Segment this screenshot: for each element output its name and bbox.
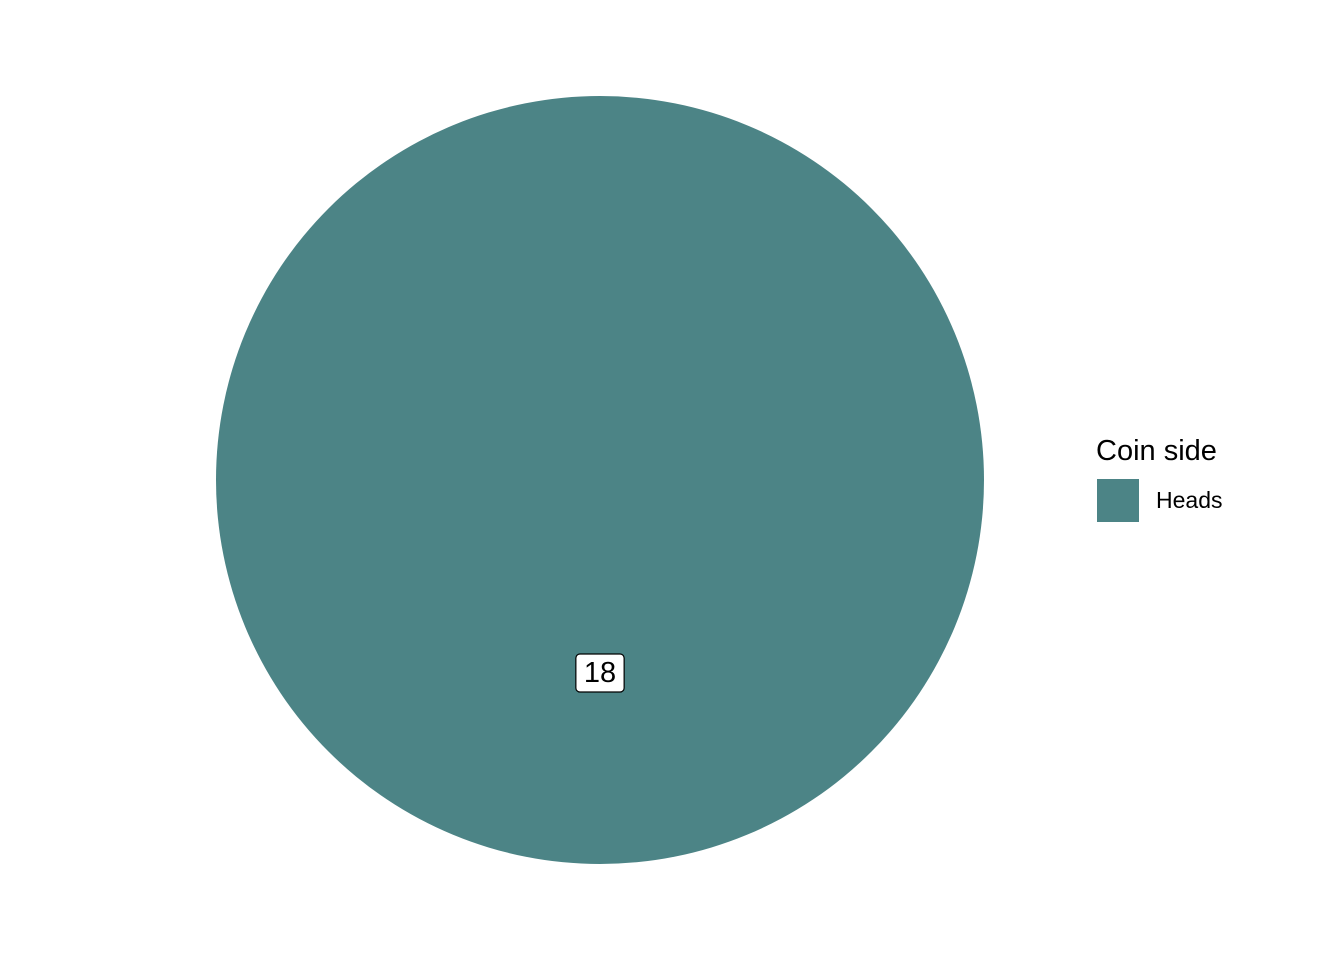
- pie-slice-heads: [216, 96, 984, 864]
- legend: Coin side Heads: [1096, 435, 1222, 522]
- legend-title: Coin side: [1096, 435, 1217, 467]
- pie-slices: [216, 96, 984, 864]
- legend-key: [1097, 479, 1139, 522]
- data-label-text: 18: [584, 657, 616, 689]
- legend-entries: Heads: [1097, 479, 1222, 522]
- pie-data-labels: 18: [575, 653, 625, 693]
- data-label-box: [575, 653, 625, 693]
- legend-label: Heads: [1156, 487, 1222, 513]
- data-label: 18: [575, 653, 625, 693]
